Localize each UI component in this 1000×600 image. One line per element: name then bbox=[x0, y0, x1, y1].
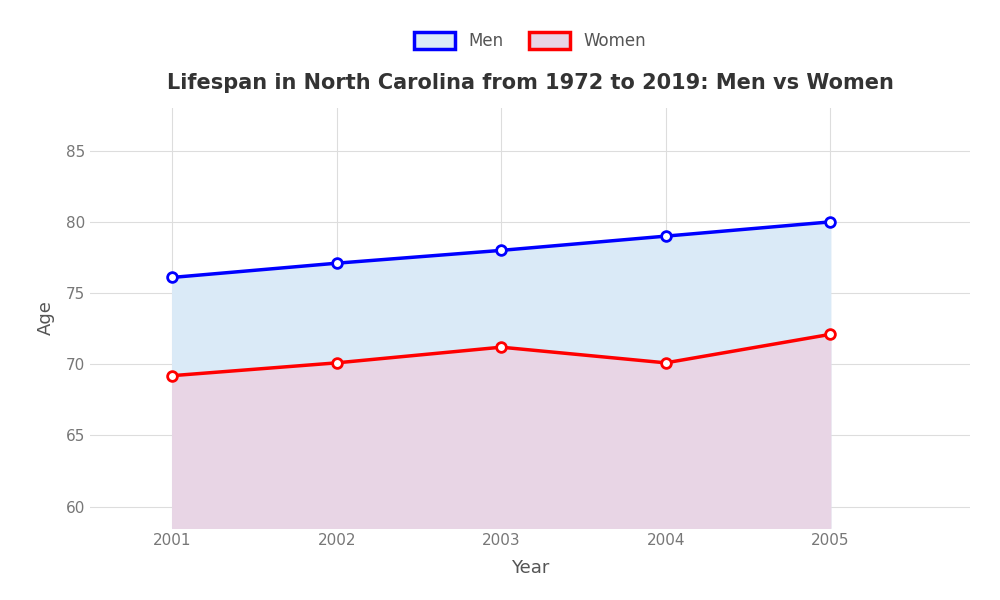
Legend: Men, Women: Men, Women bbox=[405, 24, 655, 59]
Title: Lifespan in North Carolina from 1972 to 2019: Men vs Women: Lifespan in North Carolina from 1972 to … bbox=[167, 73, 893, 92]
X-axis label: Year: Year bbox=[511, 559, 549, 577]
Y-axis label: Age: Age bbox=[37, 301, 55, 335]
